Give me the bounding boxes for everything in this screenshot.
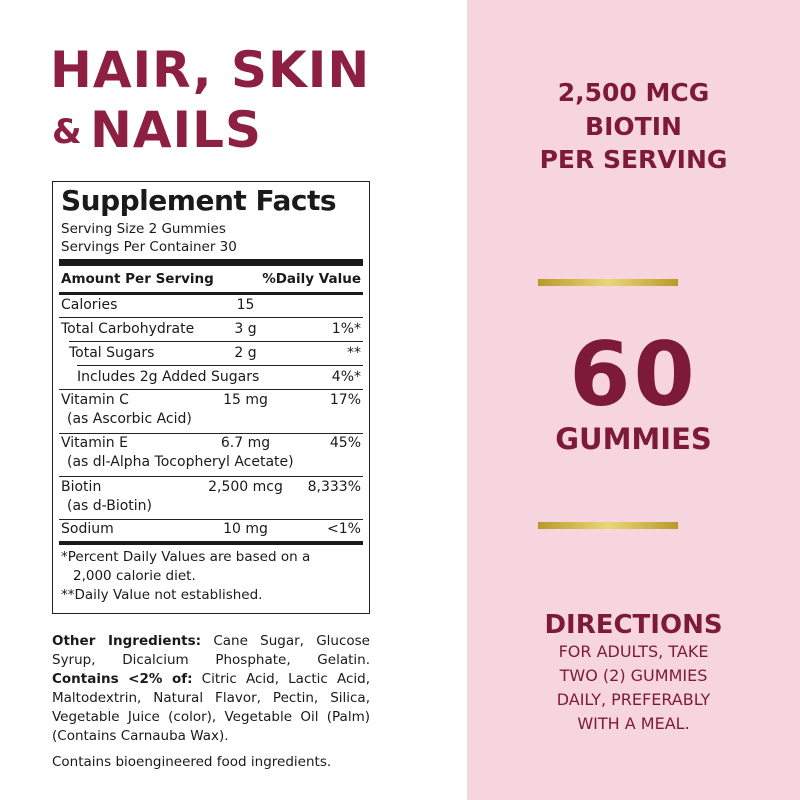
gold-divider: [538, 522, 678, 529]
nutrient-amount: 2,500 mcg: [208, 479, 283, 495]
footnote-calorie-diet: 2,000 calorie diet.: [73, 568, 196, 584]
row-divider: [69, 341, 363, 343]
nutrient-amount: 15 mg: [223, 392, 268, 408]
nutrient-name: Total Sugars: [69, 345, 155, 361]
title-nails: NAILS: [90, 101, 263, 159]
left-panel: HAIR, SKIN & NAILS Supplement Facts Servi…: [50, 41, 420, 770]
thick-divider: [59, 541, 363, 545]
nutrient-name: Includes 2g Added Sugars: [77, 369, 260, 385]
contains-label: Contains <2% of:: [52, 671, 193, 687]
directions-line: TWO (2) GUMMIES: [559, 666, 708, 685]
title-line-2: & NAILS: [52, 101, 420, 159]
title-line-1: HAIR, SKIN: [50, 41, 371, 99]
row-divider: [59, 476, 363, 478]
title-ampersand: &: [52, 112, 83, 152]
row-divider: [77, 365, 363, 367]
contains-text: Citric Acid, Lactic Acid, Maltodextrin, …: [52, 671, 371, 744]
gummy-count: 60: [569, 323, 698, 426]
nutrient-name: Biotin: [61, 479, 102, 495]
nutrient-source: (as d-Biotin): [67, 498, 152, 514]
serving-size: Serving Size 2 Gummies: [61, 221, 226, 237]
nutrient-amount: 2 g: [234, 345, 257, 361]
biotin-line-1: 2,500 MCG: [557, 78, 710, 107]
nutrient-amount: 6.7 mg: [220, 435, 271, 451]
nutrient-name: Vitamin E: [61, 435, 128, 451]
ingredients-text: Cane Sugar, Glucose Syrup, Dicalcium Pho…: [52, 633, 370, 668]
servings-per-container: Servings Per Container 30: [61, 239, 237, 255]
nutrient-dv: 8,333%: [307, 479, 361, 495]
nutrient-name: Sodium: [61, 521, 114, 537]
nutrient-dv: 17%: [329, 392, 361, 408]
row-divider: [59, 433, 363, 435]
supplement-facts-panel: Supplement Facts Serving Size 2 Gummies …: [52, 181, 370, 614]
directions-line: FOR ADULTS, TAKE: [558, 642, 709, 661]
directions-title: DIRECTIONS: [544, 610, 723, 640]
gold-divider: [538, 279, 678, 286]
nutrient-amount: 3 g: [234, 321, 257, 337]
nutrient-dv: **: [347, 345, 361, 361]
nutrient-dv: 45%: [329, 435, 361, 451]
medium-divider: [59, 292, 363, 295]
gummies-label: GUMMIES: [555, 422, 712, 456]
row-divider: [59, 317, 363, 319]
nutrient-name: Total Carbohydrate: [61, 321, 195, 337]
biotin-line-3: PER SERVING: [539, 145, 728, 174]
row-divider: [59, 519, 363, 521]
nutrient-dv: 4%*: [331, 369, 361, 385]
nutrient-name: Vitamin C: [61, 392, 129, 408]
directions-line: DAILY, PREFERABLY: [556, 690, 711, 709]
right-panel: 2,500 MCG BIOTIN PER SERVING 60 GUMMIES …: [467, 0, 800, 800]
daily-value-header: %Daily Value: [262, 271, 361, 287]
bioengineered-notice: Contains bioengineered food ingredients.: [52, 754, 332, 770]
nutrient-dv: <1%: [327, 521, 361, 537]
biotin-line-2: BIOTIN: [585, 112, 682, 141]
footnote-not-established: **Daily Value not established.: [61, 587, 263, 603]
amount-per-serving-header: Amount Per Serving: [61, 271, 214, 287]
footnote-daily-values: *Percent Daily Values are based on a: [61, 549, 311, 565]
nutrient-name: Calories: [61, 297, 118, 313]
nutrient-source: (as dl-Alpha Tocopheryl Acetate): [67, 454, 294, 470]
thick-divider: [59, 259, 363, 266]
row-divider: [59, 389, 363, 391]
directions-line: WITH A MEAL.: [577, 714, 690, 733]
nutrient-dv: 1%*: [331, 321, 361, 337]
nutrient-source: (as Ascorbic Acid): [67, 411, 192, 427]
nutrient-amount: 15: [236, 297, 255, 313]
ingredients-label: Other Ingredients:: [52, 633, 202, 649]
nutrient-amount: 10 mg: [223, 521, 268, 537]
other-ingredients: Other Ingredients: Cane Sugar, Glucose S…: [52, 632, 370, 746]
facts-heading: Supplement Facts: [61, 184, 337, 217]
